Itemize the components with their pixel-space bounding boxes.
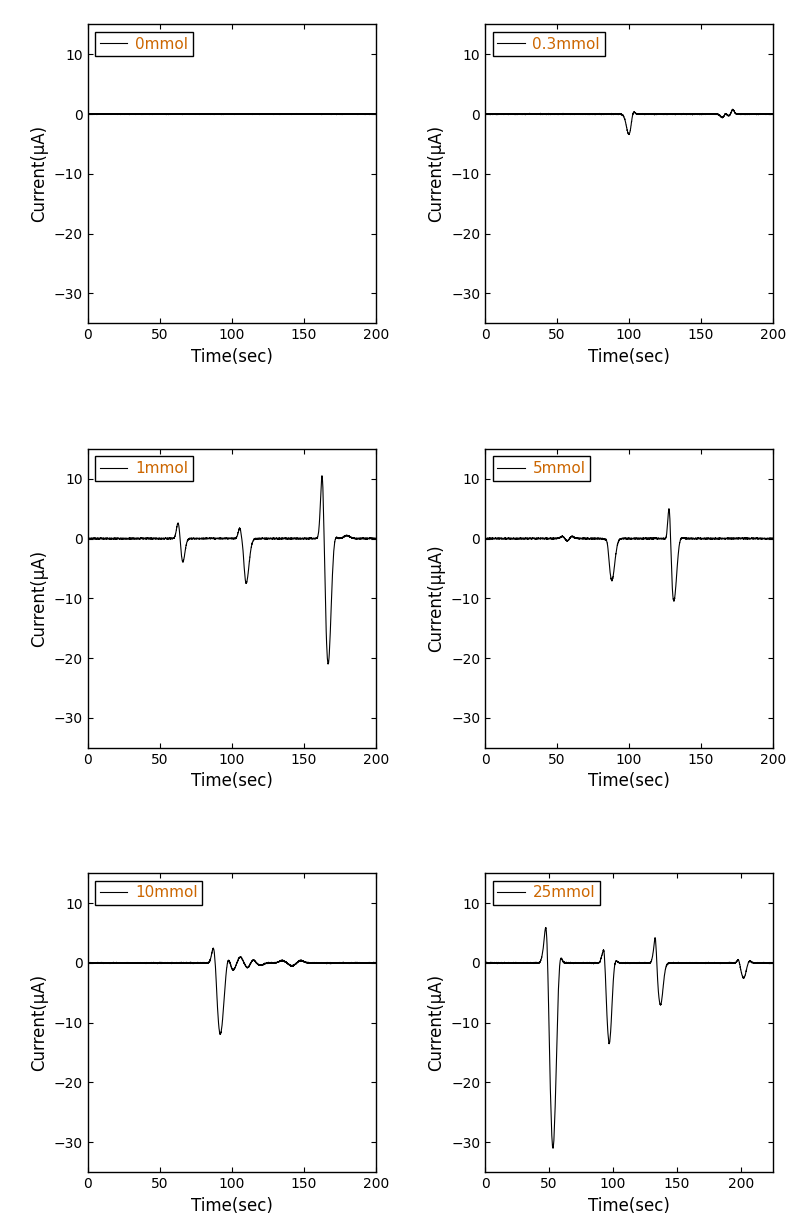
X-axis label: Time(sec): Time(sec) (190, 1197, 273, 1215)
Y-axis label: Current(μA): Current(μA) (427, 974, 446, 1071)
Legend: 0.3mmol: 0.3mmol (493, 32, 605, 56)
Y-axis label: Current(μA): Current(μA) (30, 974, 48, 1071)
Y-axis label: Current(μA): Current(μA) (427, 126, 446, 222)
X-axis label: Time(sec): Time(sec) (190, 348, 273, 366)
Y-axis label: Current(μμA): Current(μμA) (427, 545, 446, 652)
Legend: 10mmol: 10mmol (96, 880, 202, 905)
Y-axis label: Current(μA): Current(μA) (30, 549, 48, 647)
X-axis label: Time(sec): Time(sec) (190, 772, 273, 790)
Y-axis label: Current(μA): Current(μA) (30, 126, 48, 222)
X-axis label: Time(sec): Time(sec) (588, 772, 670, 790)
Legend: 5mmol: 5mmol (493, 457, 590, 481)
Legend: 1mmol: 1mmol (96, 457, 193, 481)
X-axis label: Time(sec): Time(sec) (588, 348, 670, 366)
X-axis label: Time(sec): Time(sec) (588, 1197, 670, 1215)
Legend: 25mmol: 25mmol (493, 880, 599, 905)
Legend: 0mmol: 0mmol (96, 32, 193, 56)
